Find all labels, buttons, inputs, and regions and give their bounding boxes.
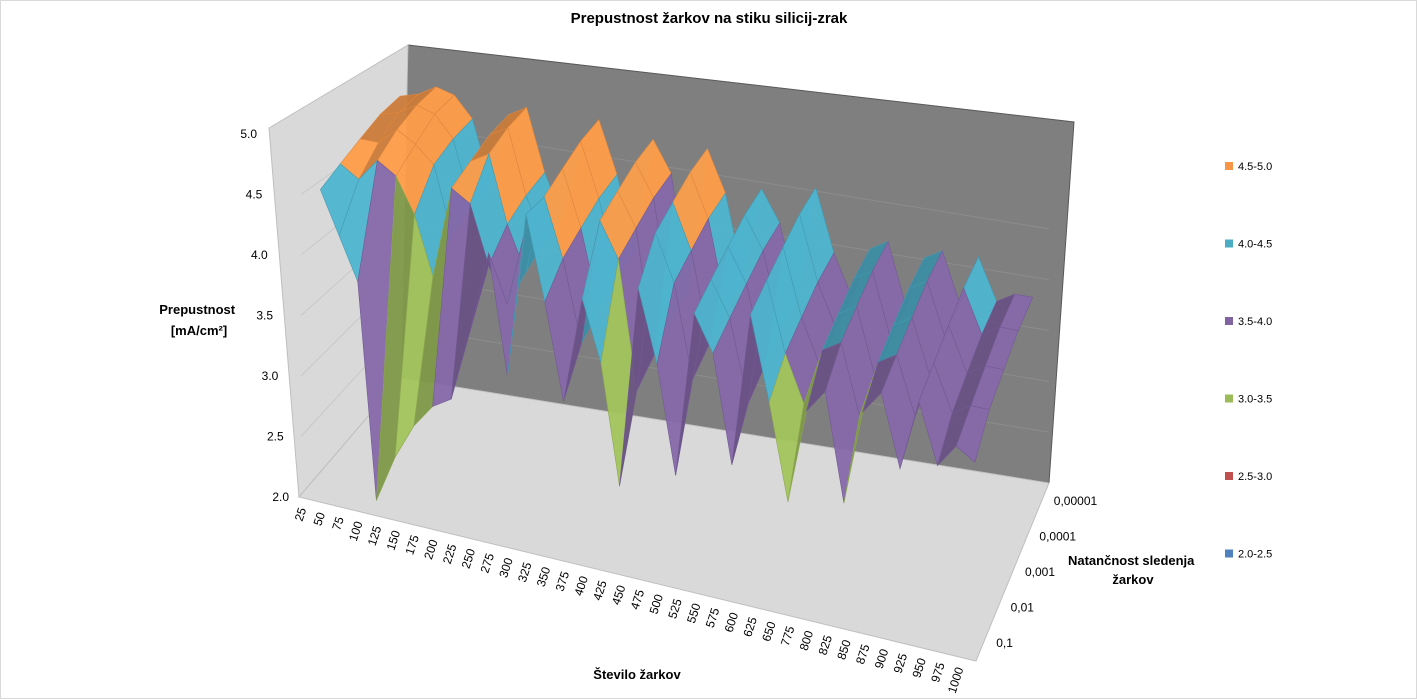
- x-tick-label: 100: [346, 519, 366, 543]
- legend-swatch: [1225, 317, 1233, 325]
- legend-swatch: [1225, 472, 1233, 480]
- x-tick-label: 825: [816, 633, 836, 657]
- z-axis-label-line1: Prepustnost: [159, 302, 236, 317]
- y-axis-ticks: 0,1 0,01 0,001 0,0001 0,00001: [996, 494, 1097, 650]
- y-tick-label: 0,001: [1025, 565, 1055, 579]
- z-axis-ticks: 2.0 2.5 3.0 3.5 4.0 4.5 5.0: [240, 127, 289, 504]
- surface: [320, 86, 1034, 504]
- z-tick-label: 2.0: [272, 490, 289, 504]
- x-tick-label: 775: [778, 624, 798, 648]
- x-tick-label: 400: [571, 574, 591, 598]
- x-tick-label: 350: [534, 565, 554, 589]
- x-tick-label: 450: [609, 583, 629, 607]
- legend-label: 2.5-3.0: [1238, 471, 1272, 483]
- z-tick-label: 3.0: [262, 369, 279, 383]
- x-tick-label: 275: [478, 551, 498, 575]
- y-tick-label: 0,00001: [1054, 494, 1098, 508]
- z-tick-label: 4.0: [251, 248, 268, 262]
- z-axis-label-line2: [mA/cm²]: [171, 323, 227, 338]
- legend-label: 4.0-4.5: [1238, 239, 1272, 251]
- x-tick-label: 950: [909, 656, 929, 680]
- floor: [298, 377, 1050, 662]
- x-tick-label: 850: [834, 638, 854, 662]
- x-tick-label: 200: [421, 537, 441, 561]
- x-tick-label: 500: [647, 592, 667, 616]
- z-tick-label: 5.0: [240, 127, 257, 141]
- x-tick-label: 150: [384, 528, 404, 552]
- y-tick-label: 0,0001: [1039, 529, 1076, 543]
- legend-swatch: [1225, 239, 1233, 248]
- x-tick-label: 800: [797, 629, 817, 653]
- surface-patch: [955, 405, 990, 463]
- legend-swatch: [1225, 162, 1233, 170]
- x-tick-label: 925: [891, 651, 911, 675]
- legend-label: 2.0-2.5: [1238, 549, 1272, 561]
- y-tick-label: 0,01: [1011, 601, 1035, 615]
- x-tick-label: 475: [628, 588, 648, 612]
- x-tick-label: 300: [496, 556, 516, 580]
- x-tick-label: 600: [722, 610, 742, 634]
- x-tick-label: 25: [292, 506, 310, 523]
- legend-swatch: [1225, 549, 1233, 558]
- y-axis-label: Natančnost sledenja žarkov: [1068, 553, 1198, 587]
- x-tick-label: 375: [553, 569, 573, 593]
- x-tick-label: 50: [311, 510, 329, 527]
- y-axis-label-line2: žarkov: [1112, 572, 1154, 587]
- x-tick-label: 125: [365, 524, 385, 548]
- x-tick-label: 875: [853, 642, 873, 666]
- x-tick-label: 325: [515, 560, 535, 584]
- x-tick-label: 175: [402, 533, 422, 557]
- legend-label: 3.0-3.5: [1238, 394, 1272, 406]
- legend: 4.5-5.0 4.0-4.5 3.5-4.0 3.0-3.5 2.5-3.0 2.0-2…: [1225, 161, 1272, 561]
- x-tick-label: 550: [684, 601, 704, 625]
- x-tick-label: 225: [440, 542, 460, 566]
- x-tick-label: 525: [665, 597, 685, 621]
- x-tick-label: 975: [928, 660, 948, 684]
- legend-label: 3.5-4.0: [1238, 316, 1272, 328]
- x-tick-label: 650: [759, 619, 779, 643]
- x-tick-label: 575: [703, 606, 723, 630]
- y-tick-label: 0,1: [996, 636, 1013, 650]
- x-tick-label: 1000: [945, 665, 967, 695]
- x-axis-label: Število žarkov: [593, 667, 681, 682]
- z-tick-label: 2.5: [267, 430, 284, 444]
- y-axis-label-line1: Natančnost sledenja: [1068, 553, 1195, 568]
- x-axis-ticks: 25 50 75 100 125 150 175 200 225 250 275 300 325 350 3…: [292, 506, 967, 695]
- z-tick-label: 4.5: [246, 188, 263, 202]
- x-tick-label: 250: [459, 547, 479, 571]
- chart-title: Prepustnost žarkov na stiku silicij-zrak: [571, 10, 848, 27]
- x-tick-label: 625: [740, 615, 760, 639]
- z-axis-label: Prepustnost [mA/cm²]: [159, 302, 238, 338]
- legend-swatch: [1225, 394, 1233, 403]
- x-tick-label: 75: [329, 515, 347, 532]
- legend-label: 4.5-5.0: [1238, 161, 1272, 173]
- z-tick-label: 3.5: [256, 309, 273, 323]
- x-tick-label: 900: [872, 647, 892, 671]
- x-tick-label: 425: [590, 578, 610, 602]
